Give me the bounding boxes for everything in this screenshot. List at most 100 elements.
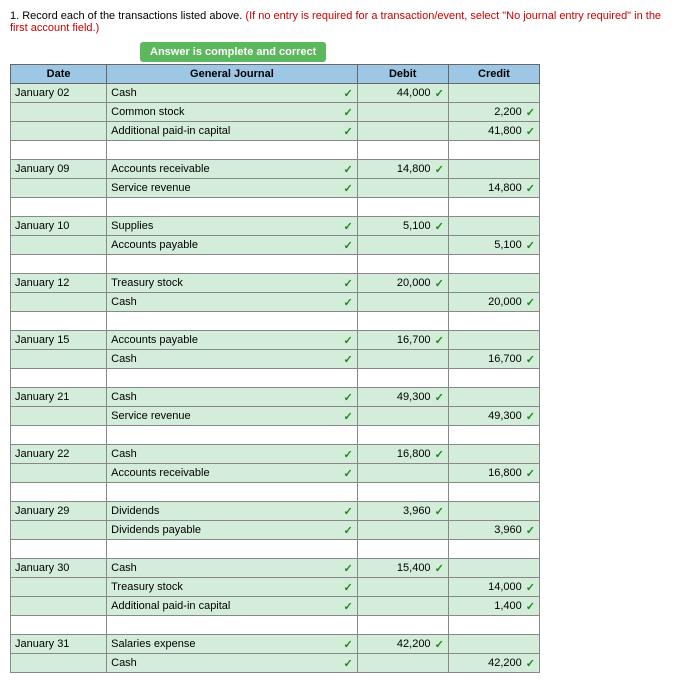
journal-cell: Cash ✓ [107, 350, 358, 369]
journal-cell: Dividends ✓ [107, 502, 358, 521]
header-debit: Debit [357, 65, 448, 84]
table-row: January 29Dividends✓3,960✓ [11, 502, 540, 521]
credit-cell: 1,400✓ [448, 597, 539, 616]
debit-cell [357, 350, 448, 369]
journal-text: Dividends payable [111, 524, 201, 536]
journal-cell: Service revenue✓ [107, 179, 358, 198]
check-icon: ✓ [343, 505, 352, 518]
date-cell [11, 616, 107, 635]
table-row: Additional paid-in capital✓41,800✓ [11, 122, 540, 141]
credit-cell: 16,700✓ [448, 350, 539, 369]
debit-cell: 49,300✓ [357, 388, 448, 407]
check-icon: ✓ [343, 562, 352, 575]
date-cell [11, 654, 107, 673]
debit-cell [357, 483, 448, 502]
credit-cell [448, 331, 539, 350]
journal-cell [107, 540, 358, 559]
journal-cell [107, 312, 358, 331]
check-icon: ✓ [343, 277, 352, 290]
date-cell: January 10 [11, 217, 107, 236]
journal-text: Cash [111, 448, 137, 460]
journal-text: Accounts payable [111, 239, 198, 251]
check-icon: ✓ [343, 353, 352, 366]
date-cell [11, 255, 107, 274]
journal-text: Salaries expense [111, 638, 195, 650]
debit-cell [357, 236, 448, 255]
credit-cell: 14,000✓ [448, 578, 539, 597]
table-row: Accounts receivable✓16,800✓ [11, 464, 540, 483]
journal-cell [107, 255, 358, 274]
credit-cell: 2,200✓ [448, 103, 539, 122]
debit-cell: 44,000✓ [357, 84, 448, 103]
credit-cell [448, 274, 539, 293]
debit-cell [357, 540, 448, 559]
check-icon: ✓ [435, 505, 444, 518]
instruction-prefix: 1. Record each of the transactions liste… [10, 10, 245, 22]
date-cell [11, 122, 107, 141]
check-icon: ✓ [526, 410, 535, 423]
credit-cell [448, 559, 539, 578]
debit-cell: 5,100✓ [357, 217, 448, 236]
date-cell: January 22 [11, 445, 107, 464]
journal-cell: Accounts payable✓ [107, 236, 358, 255]
header-journal: General Journal [107, 65, 358, 84]
debit-cell [357, 122, 448, 141]
date-cell: January 15 [11, 331, 107, 350]
date-cell [11, 179, 107, 198]
date-cell: January 12 [11, 274, 107, 293]
journal-text: Cash [111, 353, 137, 365]
answer-banner: Answer is complete and correct [140, 42, 326, 62]
table-row [11, 198, 540, 217]
date-cell [11, 540, 107, 559]
table-row [11, 369, 540, 388]
date-cell [11, 483, 107, 502]
credit-cell [448, 483, 539, 502]
check-icon: ✓ [343, 296, 352, 309]
credit-cell [448, 84, 539, 103]
check-icon: ✓ [343, 334, 352, 347]
check-icon: ✓ [526, 125, 535, 138]
table-row: January 09Accounts receivable✓14,800✓ [11, 160, 540, 179]
debit-cell [357, 464, 448, 483]
table-row: Service revenue✓49,300✓ [11, 407, 540, 426]
debit-cell [357, 654, 448, 673]
debit-cell [357, 179, 448, 198]
journal-text: Cash [111, 87, 137, 99]
date-cell [11, 103, 107, 122]
credit-cell [448, 635, 539, 654]
check-icon: ✓ [526, 353, 535, 366]
journal-text: Accounts receivable [111, 163, 209, 175]
date-cell [11, 521, 107, 540]
debit-cell [357, 407, 448, 426]
journal-cell [107, 426, 358, 445]
debit-cell: 16,800✓ [357, 445, 448, 464]
table-row: January 10Supplies✓5,100✓ [11, 217, 540, 236]
journal-cell: Cash✓ [107, 388, 358, 407]
date-cell: January 29 [11, 502, 107, 521]
credit-cell [448, 502, 539, 521]
journal-text: Dividends [111, 505, 159, 517]
debit-cell [357, 616, 448, 635]
journal-cell: Cash✓ [107, 293, 358, 312]
journal-cell: Common stock✓ [107, 103, 358, 122]
journal-cell: Cash✓ [107, 445, 358, 464]
date-cell [11, 141, 107, 160]
table-row: January 30Cash✓15,400✓ [11, 559, 540, 578]
table-row: January 12Treasury stock✓20,000✓ [11, 274, 540, 293]
date-cell [11, 464, 107, 483]
journal-text: Accounts receivable [111, 467, 209, 479]
check-icon: ✓ [343, 657, 352, 670]
credit-cell [448, 160, 539, 179]
check-icon: ✓ [343, 163, 352, 176]
date-cell [11, 426, 107, 445]
check-icon: ✓ [526, 581, 535, 594]
journal-cell: Service revenue✓ [107, 407, 358, 426]
debit-cell [357, 369, 448, 388]
journal-cell: Salaries expense✓ [107, 635, 358, 654]
table-row: January 21Cash✓49,300✓ [11, 388, 540, 407]
date-cell: January 31 [11, 635, 107, 654]
debit-cell: 20,000✓ [357, 274, 448, 293]
journal-text: Treasury stock [111, 581, 183, 593]
journal-cell: Supplies✓ [107, 217, 358, 236]
journal-cell [107, 369, 358, 388]
